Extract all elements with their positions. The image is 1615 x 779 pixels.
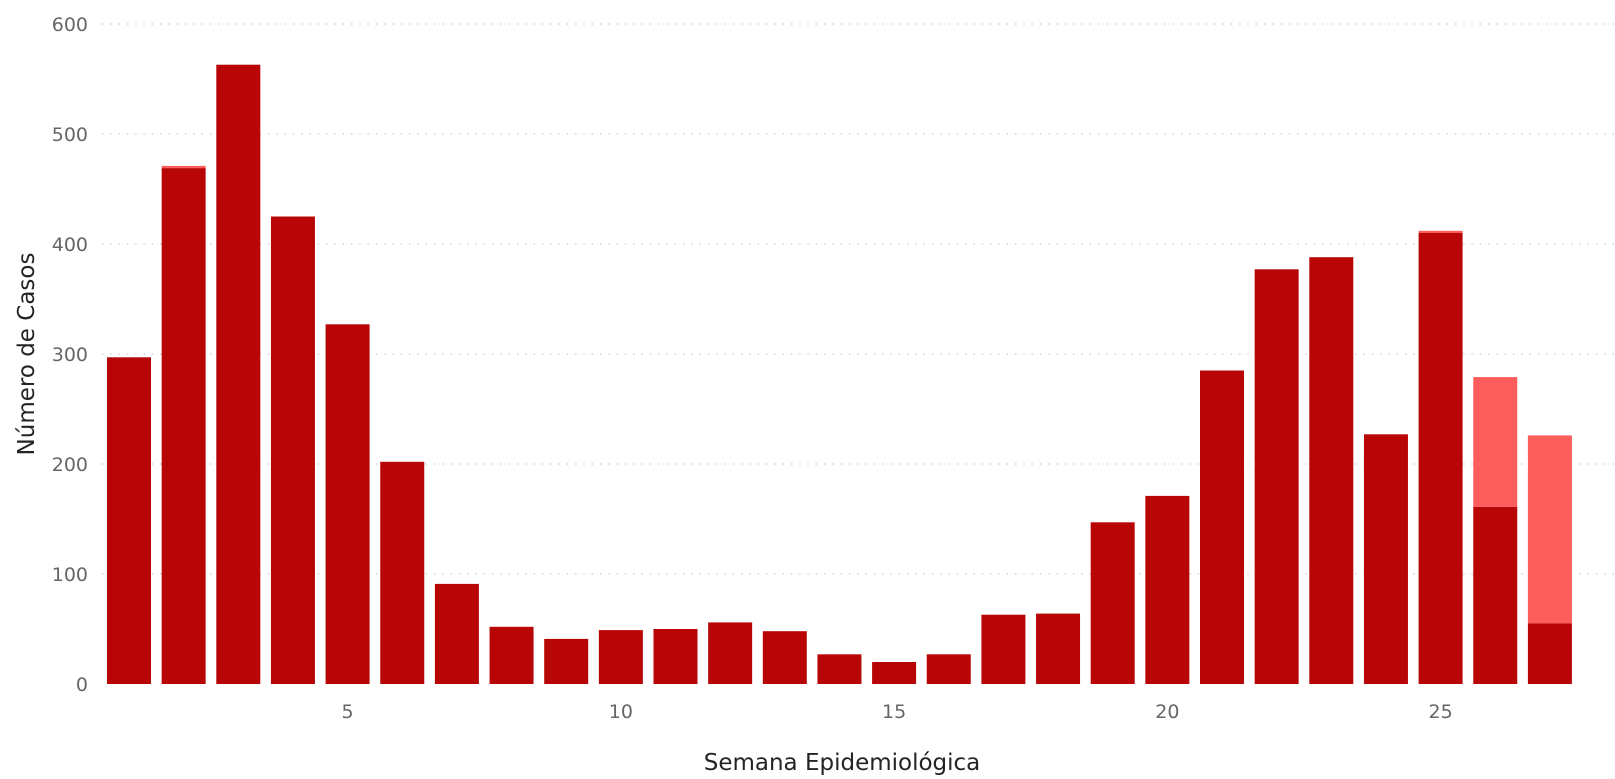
x-axis-ticks: 5 10 15 20 25: [342, 701, 1453, 723]
gridlines: [102, 23, 1615, 575]
bar-week-11-series-1: [653, 629, 698, 684]
bar-week-22-series-1: [1254, 269, 1299, 684]
y-tick-label-600: 600: [52, 14, 88, 36]
bar-week-7-series-1: [434, 583, 479, 684]
bar-week-20-series-1: [1145, 495, 1190, 684]
bar-week-8-series-1: [489, 626, 534, 684]
bar-week-25-series-1: [1418, 233, 1463, 684]
y-tick-label-100: 100: [52, 564, 88, 586]
y-tick-label-300: 300: [52, 344, 88, 366]
bar-week-3-series-1: [216, 64, 261, 684]
bar-week-17-series-1: [981, 614, 1026, 684]
bar-week-5-series-1: [325, 324, 370, 684]
bar-week-2-series-2: [161, 165, 206, 169]
bar-week-23-series-1: [1309, 257, 1354, 684]
bar-week-27-series-2: [1527, 435, 1572, 624]
bar-week-24-series-1: [1363, 434, 1408, 684]
y-tick-label-400: 400: [52, 234, 88, 256]
bar-week-12-series-1: [708, 622, 753, 684]
bars: [107, 64, 1572, 685]
bar-week-27-series-1: [1527, 623, 1572, 684]
x-tick-label-20: 20: [1155, 701, 1179, 723]
bar-week-26-series-1: [1473, 506, 1518, 684]
bar-week-1-series-1: [107, 357, 151, 684]
bar-week-26-series-2: [1473, 377, 1518, 507]
y-axis-ticks: 0 100 200 300 400 500 600: [52, 14, 88, 696]
x-tick-label-25: 25: [1429, 701, 1453, 723]
bar-week-6-series-1: [380, 461, 425, 684]
y-tick-label-200: 200: [52, 454, 88, 476]
bar-week-2-series-1: [161, 168, 206, 685]
bar-week-9-series-1: [544, 638, 589, 684]
x-tick-label-15: 15: [882, 701, 906, 723]
y-axis-title: Número de Casos: [14, 253, 40, 456]
bar-week-25-series-2: [1418, 230, 1463, 233]
y-tick-label-0: 0: [76, 674, 88, 696]
bar-week-10-series-1: [598, 630, 643, 684]
bar-week-14-series-1: [817, 654, 862, 684]
bar-week-4-series-1: [270, 216, 315, 684]
bar-week-18-series-1: [1036, 613, 1081, 684]
bar-week-16-series-1: [926, 654, 971, 684]
x-axis-title: Semana Epidemiológica: [704, 750, 981, 776]
y-tick-label-500: 500: [52, 124, 88, 146]
x-tick-label-5: 5: [342, 701, 354, 723]
x-tick-label-10: 10: [609, 701, 633, 723]
bar-week-13-series-1: [762, 631, 807, 684]
bar-week-21-series-1: [1200, 370, 1244, 684]
bar-week-15-series-1: [872, 662, 917, 684]
bar-week-19-series-1: [1090, 522, 1135, 684]
